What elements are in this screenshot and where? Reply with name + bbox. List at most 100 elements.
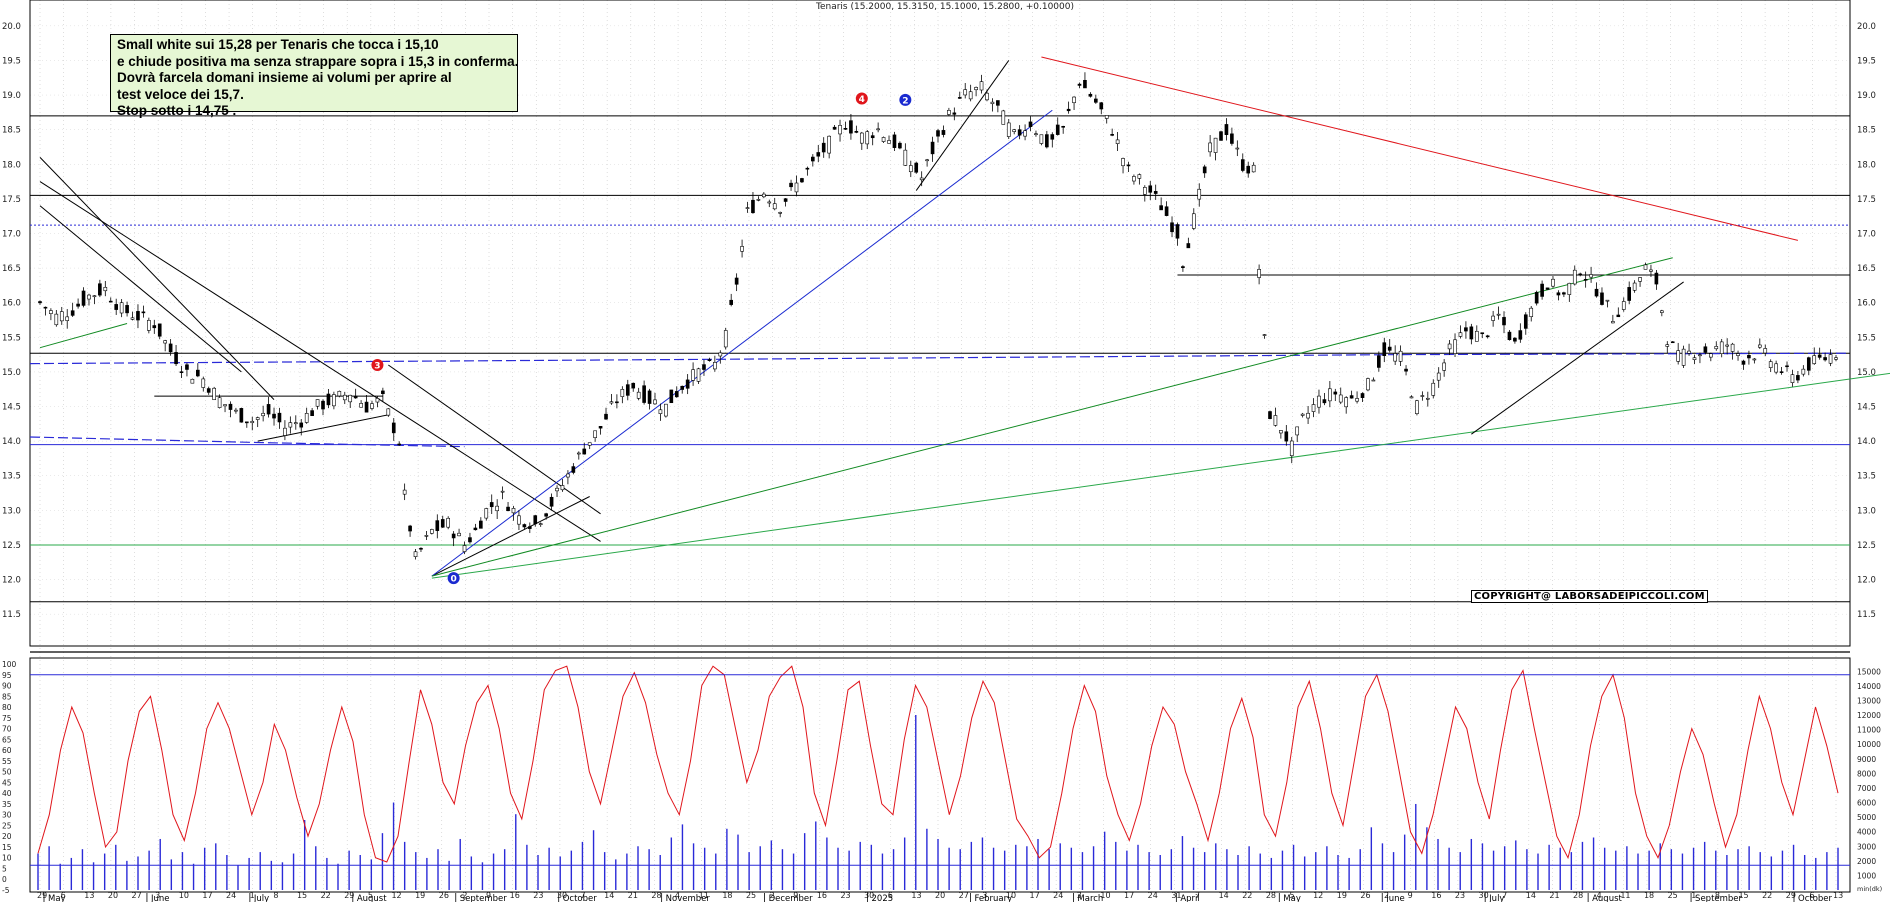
price-tick-left: 16.0 xyxy=(2,299,21,309)
candle-body xyxy=(908,165,913,173)
candle-body xyxy=(1349,395,1354,399)
candle-body xyxy=(49,310,53,314)
candle-body xyxy=(511,508,516,514)
day-tick-label: 2 xyxy=(770,891,775,900)
day-tick-label: 1 xyxy=(1691,891,1696,900)
price-tick-left: 13.5 xyxy=(2,472,21,482)
trend-line xyxy=(431,372,1890,579)
candle-body xyxy=(424,535,429,537)
candle-body xyxy=(1453,339,1457,354)
candle-body xyxy=(1251,164,1256,173)
price-tick-right: 17.5 xyxy=(1857,195,1876,205)
candle-body xyxy=(1491,315,1495,321)
candle-body xyxy=(375,398,380,403)
month-label: April xyxy=(1180,894,1199,902)
day-tick-label: 4 xyxy=(675,891,680,900)
oscillator-tick: 85 xyxy=(2,692,12,701)
candle-body xyxy=(1333,391,1338,395)
price-tick-right: 18.0 xyxy=(1857,160,1876,170)
candle-body xyxy=(528,526,532,529)
candle-body xyxy=(756,199,761,201)
day-tick-label: 29 xyxy=(37,891,47,900)
candle-body xyxy=(941,130,946,135)
candle-body xyxy=(342,394,347,401)
candle-body xyxy=(892,134,897,148)
candle-body xyxy=(1393,353,1397,362)
candle-body xyxy=(484,508,489,519)
candle-body xyxy=(255,417,260,420)
wave-markers: 4 2 3 0 xyxy=(371,92,912,585)
candle-body xyxy=(772,203,777,210)
candle-body xyxy=(1562,292,1566,295)
day-tick-label: 22 xyxy=(1762,891,1772,900)
candle-body xyxy=(1050,134,1055,140)
wave-marker-label: 2 xyxy=(902,96,908,106)
candle-body xyxy=(239,408,244,423)
dashed-average-line xyxy=(29,352,1851,365)
candle-body xyxy=(1295,426,1300,436)
candle-body xyxy=(70,310,75,316)
candle-body xyxy=(859,132,864,144)
candle-body xyxy=(1643,264,1648,270)
candle-body xyxy=(1757,344,1762,348)
candle-body xyxy=(843,128,848,130)
candle-body xyxy=(1502,317,1506,326)
candle-body xyxy=(223,404,227,407)
price-tick-right: 15.0 xyxy=(1857,368,1876,378)
candle-body xyxy=(1823,357,1827,361)
candle-body xyxy=(1420,395,1425,397)
candle-body xyxy=(1197,188,1202,200)
day-tick-label: 5 xyxy=(1289,891,1294,900)
trend-line xyxy=(39,157,275,400)
candle-body xyxy=(1600,292,1604,305)
candle-body xyxy=(767,201,772,204)
candle-body xyxy=(919,177,924,181)
month-label: June xyxy=(150,894,170,902)
candle-body xyxy=(1621,301,1626,310)
candle-body xyxy=(348,394,353,403)
day-tick-label: 4 xyxy=(1597,891,1602,900)
candle-body xyxy=(996,100,1000,106)
candle-body xyxy=(108,300,113,303)
day-tick-label: 14 xyxy=(1526,891,1536,900)
volume-tick: 3000 xyxy=(1857,842,1876,851)
oscillator-tick: 5 xyxy=(2,864,7,873)
candle-body xyxy=(576,452,581,455)
candle-body xyxy=(1045,134,1049,148)
price-tick-right: 11.5 xyxy=(1857,610,1876,620)
candle-body xyxy=(1132,176,1136,182)
trend-line xyxy=(39,205,242,373)
oscillator-tick: 60 xyxy=(2,746,12,755)
trend-line xyxy=(39,181,601,542)
candle-body xyxy=(435,520,440,531)
oscillator-line xyxy=(37,665,1839,863)
candle-body xyxy=(745,207,750,209)
candle-body xyxy=(38,301,42,304)
day-tick-label: 24 xyxy=(1053,891,1063,900)
candle-body xyxy=(1159,205,1163,211)
time-axis: 29 6 13 20 27 3 10 17 24 1 8 15 22 29 5 12 19 26 2 9 16 23 30 7… xyxy=(30,891,1850,904)
oscillator-tick: 100 xyxy=(2,660,17,669)
candle-body xyxy=(522,524,527,528)
candle-body xyxy=(838,125,842,135)
day-tick-label: 15 xyxy=(297,891,307,900)
candle-body xyxy=(544,513,548,517)
price-tick-right: 14.0 xyxy=(1857,437,1876,447)
candle-body xyxy=(560,485,565,491)
price-tick-left: 18.5 xyxy=(2,126,21,136)
candle-body xyxy=(1066,108,1071,112)
candle-body xyxy=(206,388,211,393)
volume-tick: 10000 xyxy=(1857,740,1881,749)
candle-body xyxy=(566,473,570,478)
price-tick-left: 19.5 xyxy=(2,56,21,66)
candle-body xyxy=(664,403,668,417)
price-tick-left: 15.0 xyxy=(2,368,21,378)
candle-body xyxy=(1725,344,1729,347)
candle-body xyxy=(1028,121,1033,127)
candle-body xyxy=(903,149,908,166)
candle-body xyxy=(1485,335,1490,338)
chart-title: Tenaris (15.2000, 15.3150, 15.1000, 15.2… xyxy=(815,2,1074,12)
day-tick-label: 19 xyxy=(415,891,425,900)
candle-body xyxy=(1055,124,1060,135)
candle-body xyxy=(1687,350,1691,354)
